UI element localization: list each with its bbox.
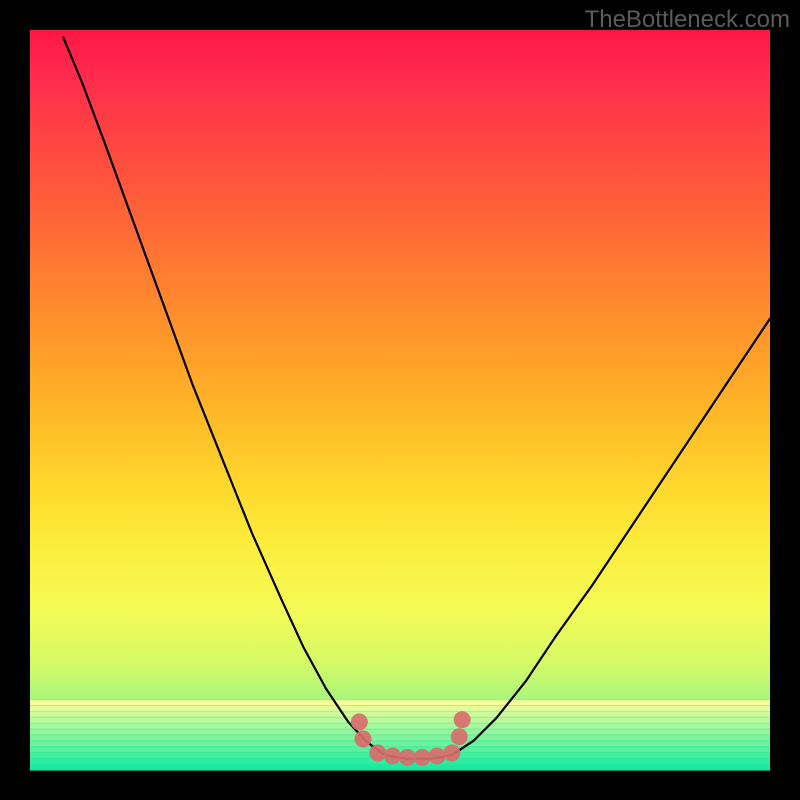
scatter-dot: [384, 747, 401, 764]
scatter-dot: [355, 730, 372, 747]
scatter-dot: [414, 749, 431, 766]
scatter-dot: [451, 728, 468, 745]
bottleneck-curve-chart: [0, 0, 800, 800]
chart-stage: TheBottleneck.com: [0, 0, 800, 800]
plot-gradient-bg: [30, 30, 770, 770]
scatter-dot: [454, 711, 471, 728]
scatter-dot: [369, 744, 386, 761]
green-band: [30, 764, 770, 770]
scatter-dot: [399, 749, 416, 766]
scatter-dot: [443, 744, 460, 761]
scatter-dot: [429, 747, 446, 764]
scatter-dot: [351, 713, 368, 730]
